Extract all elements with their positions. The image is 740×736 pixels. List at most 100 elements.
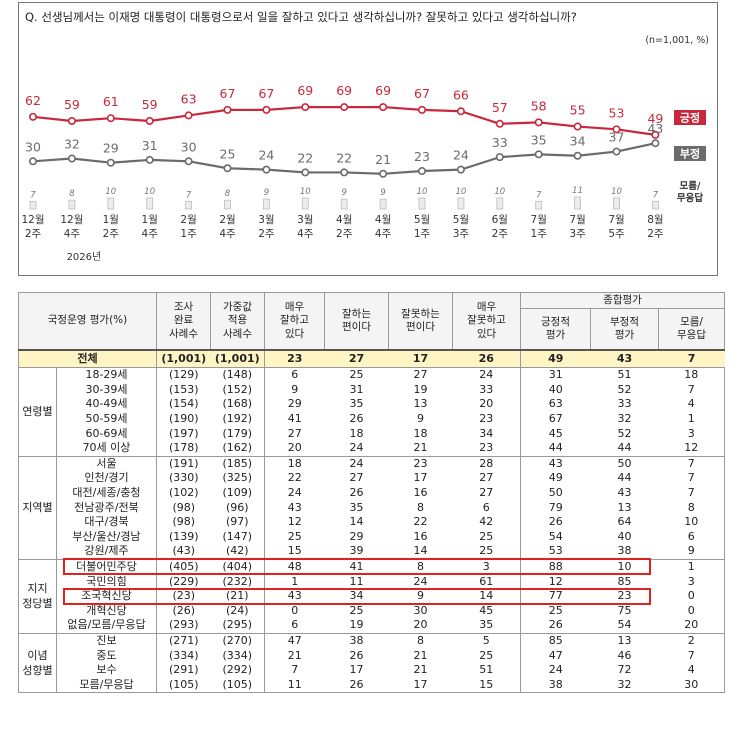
cell-value: 26: [452, 349, 521, 368]
x-tick-label: 2월: [180, 214, 196, 226]
negative-value-label: 33: [492, 135, 508, 150]
table-row: 지지 정당별 더불어민주당 (405) (404) 48 41 8 3 88 10 1: [18, 559, 726, 634]
negative-value-label: 24: [258, 148, 274, 163]
cell-value: 22: [287, 471, 302, 485]
negative-point: [340, 168, 349, 177]
cell-value: 44: [590, 440, 659, 457]
cell-value: 45: [548, 426, 563, 440]
positive-point: [534, 118, 543, 127]
x-tick-label: 2주: [492, 228, 509, 240]
positive-point: [184, 111, 193, 120]
positive-line: [32, 105, 656, 136]
cell-value: 26: [349, 412, 364, 426]
dontknow-bar: [613, 197, 620, 210]
negative-point: [67, 154, 76, 163]
row-label: 더불어민주당: [56, 559, 157, 575]
positive-point: [651, 130, 660, 139]
negative-point: [612, 147, 621, 156]
cell-value: 33: [452, 382, 521, 398]
cell-value: (291): [168, 663, 199, 677]
positive-value-label: 59: [64, 97, 80, 112]
positive-point: [106, 114, 115, 123]
cell-value: 52: [617, 426, 632, 440]
cell-value: 13: [617, 633, 632, 647]
row-label: 진보: [56, 633, 157, 649]
cell-value: 20: [658, 618, 726, 634]
negative-point: [262, 165, 271, 174]
negative-value-label: 25: [220, 146, 236, 161]
positive-value-label: 61: [103, 94, 119, 109]
cell-value: (292): [210, 662, 265, 678]
row-label: 70세 이상: [56, 440, 157, 457]
x-tick-label: 1주: [531, 228, 548, 240]
cell-value: 50: [617, 456, 632, 470]
cell-value: 19: [413, 382, 428, 396]
cell-value: 63: [548, 397, 563, 411]
cell-value: 11: [349, 574, 364, 588]
table-row: 대전/세종/충청 (102) (109) 24 26 16 27 50 43 7: [19, 485, 726, 501]
positive-point: [29, 112, 38, 121]
cell-value: 23: [452, 411, 521, 427]
positive-point: [340, 103, 349, 112]
cell-value: (23): [172, 589, 196, 603]
cell-value: 4: [658, 662, 726, 678]
cell-value: 44: [520, 440, 591, 457]
row-label: 30-39세: [56, 382, 157, 398]
legend-positive: 긍정: [674, 110, 706, 125]
positive-value-label: 67: [258, 86, 274, 101]
table-row: 50-59세 (190) (192) 41 26 9 23 67 32 1: [19, 411, 726, 427]
cell-value: 18: [349, 426, 364, 440]
cell-value: 24: [324, 440, 389, 457]
cell-value: 10: [658, 514, 726, 530]
cell-value: 26: [349, 486, 364, 500]
cell-value: 25: [452, 544, 521, 560]
row-label: 강원/제주: [56, 544, 157, 560]
x-tick-label: 3월: [258, 214, 274, 226]
table-row: 대구/경북 (98) (97) 12 14 22 42 26 64 10: [19, 514, 726, 530]
cell-value: 79: [548, 500, 563, 514]
cell-value: 22: [413, 515, 428, 529]
cell-value: 9: [291, 382, 299, 396]
positive-point: [145, 116, 154, 125]
table-row: 국민의힘 (229) (232) 1 11 24 61 12 85 3: [19, 574, 726, 589]
cell-value: (191): [168, 456, 199, 470]
x-tick-label: 4월: [375, 214, 391, 226]
cell-value: 26: [520, 618, 591, 634]
cell-value: 12: [548, 574, 563, 588]
cell-value: 43: [548, 456, 563, 470]
cell-value: (405): [168, 560, 199, 574]
cell-value: 7: [658, 471, 726, 486]
svg-text:긍정: 긍정: [680, 111, 700, 125]
cell-value: 21: [413, 663, 428, 677]
cell-value: 23: [617, 589, 632, 603]
cell-value: 3: [658, 574, 726, 589]
cell-value: 49: [548, 471, 563, 485]
negative-point: [29, 157, 38, 166]
dontknow-label: 10: [455, 187, 466, 197]
year-label: 2026년: [67, 251, 102, 263]
x-tick-label: 2월: [219, 214, 235, 226]
cell-value: (147): [210, 529, 265, 545]
row-label: 18-29세: [56, 367, 157, 383]
cell-value: 12: [287, 515, 302, 529]
cell-value: 6: [658, 529, 726, 545]
group-label: 연령별: [18, 367, 57, 457]
cell-value: (26): [172, 603, 196, 617]
cell-value: 9: [417, 589, 424, 603]
cell-value: (42): [210, 544, 265, 560]
row-label: 중도: [56, 648, 157, 663]
negative-point: [184, 157, 193, 166]
negative-point: [379, 169, 388, 178]
cell-value: 7: [291, 663, 299, 677]
dontknow-label: 10: [494, 187, 505, 197]
header-sub: 긍정적 평가: [520, 308, 591, 351]
table-row: 지역별 서울 (191) (185) 18 24 23 28 43 50 7: [18, 456, 726, 560]
x-tick-label: 1주: [180, 228, 197, 240]
dontknow-label: 7: [186, 190, 192, 200]
cell-value: 6: [264, 618, 325, 634]
cell-value: 1: [658, 559, 726, 575]
positive-value-label: 67: [220, 86, 236, 101]
cell-value: 8: [417, 500, 424, 514]
cell-value: (24): [210, 603, 265, 619]
cell-value: 41: [349, 560, 364, 574]
